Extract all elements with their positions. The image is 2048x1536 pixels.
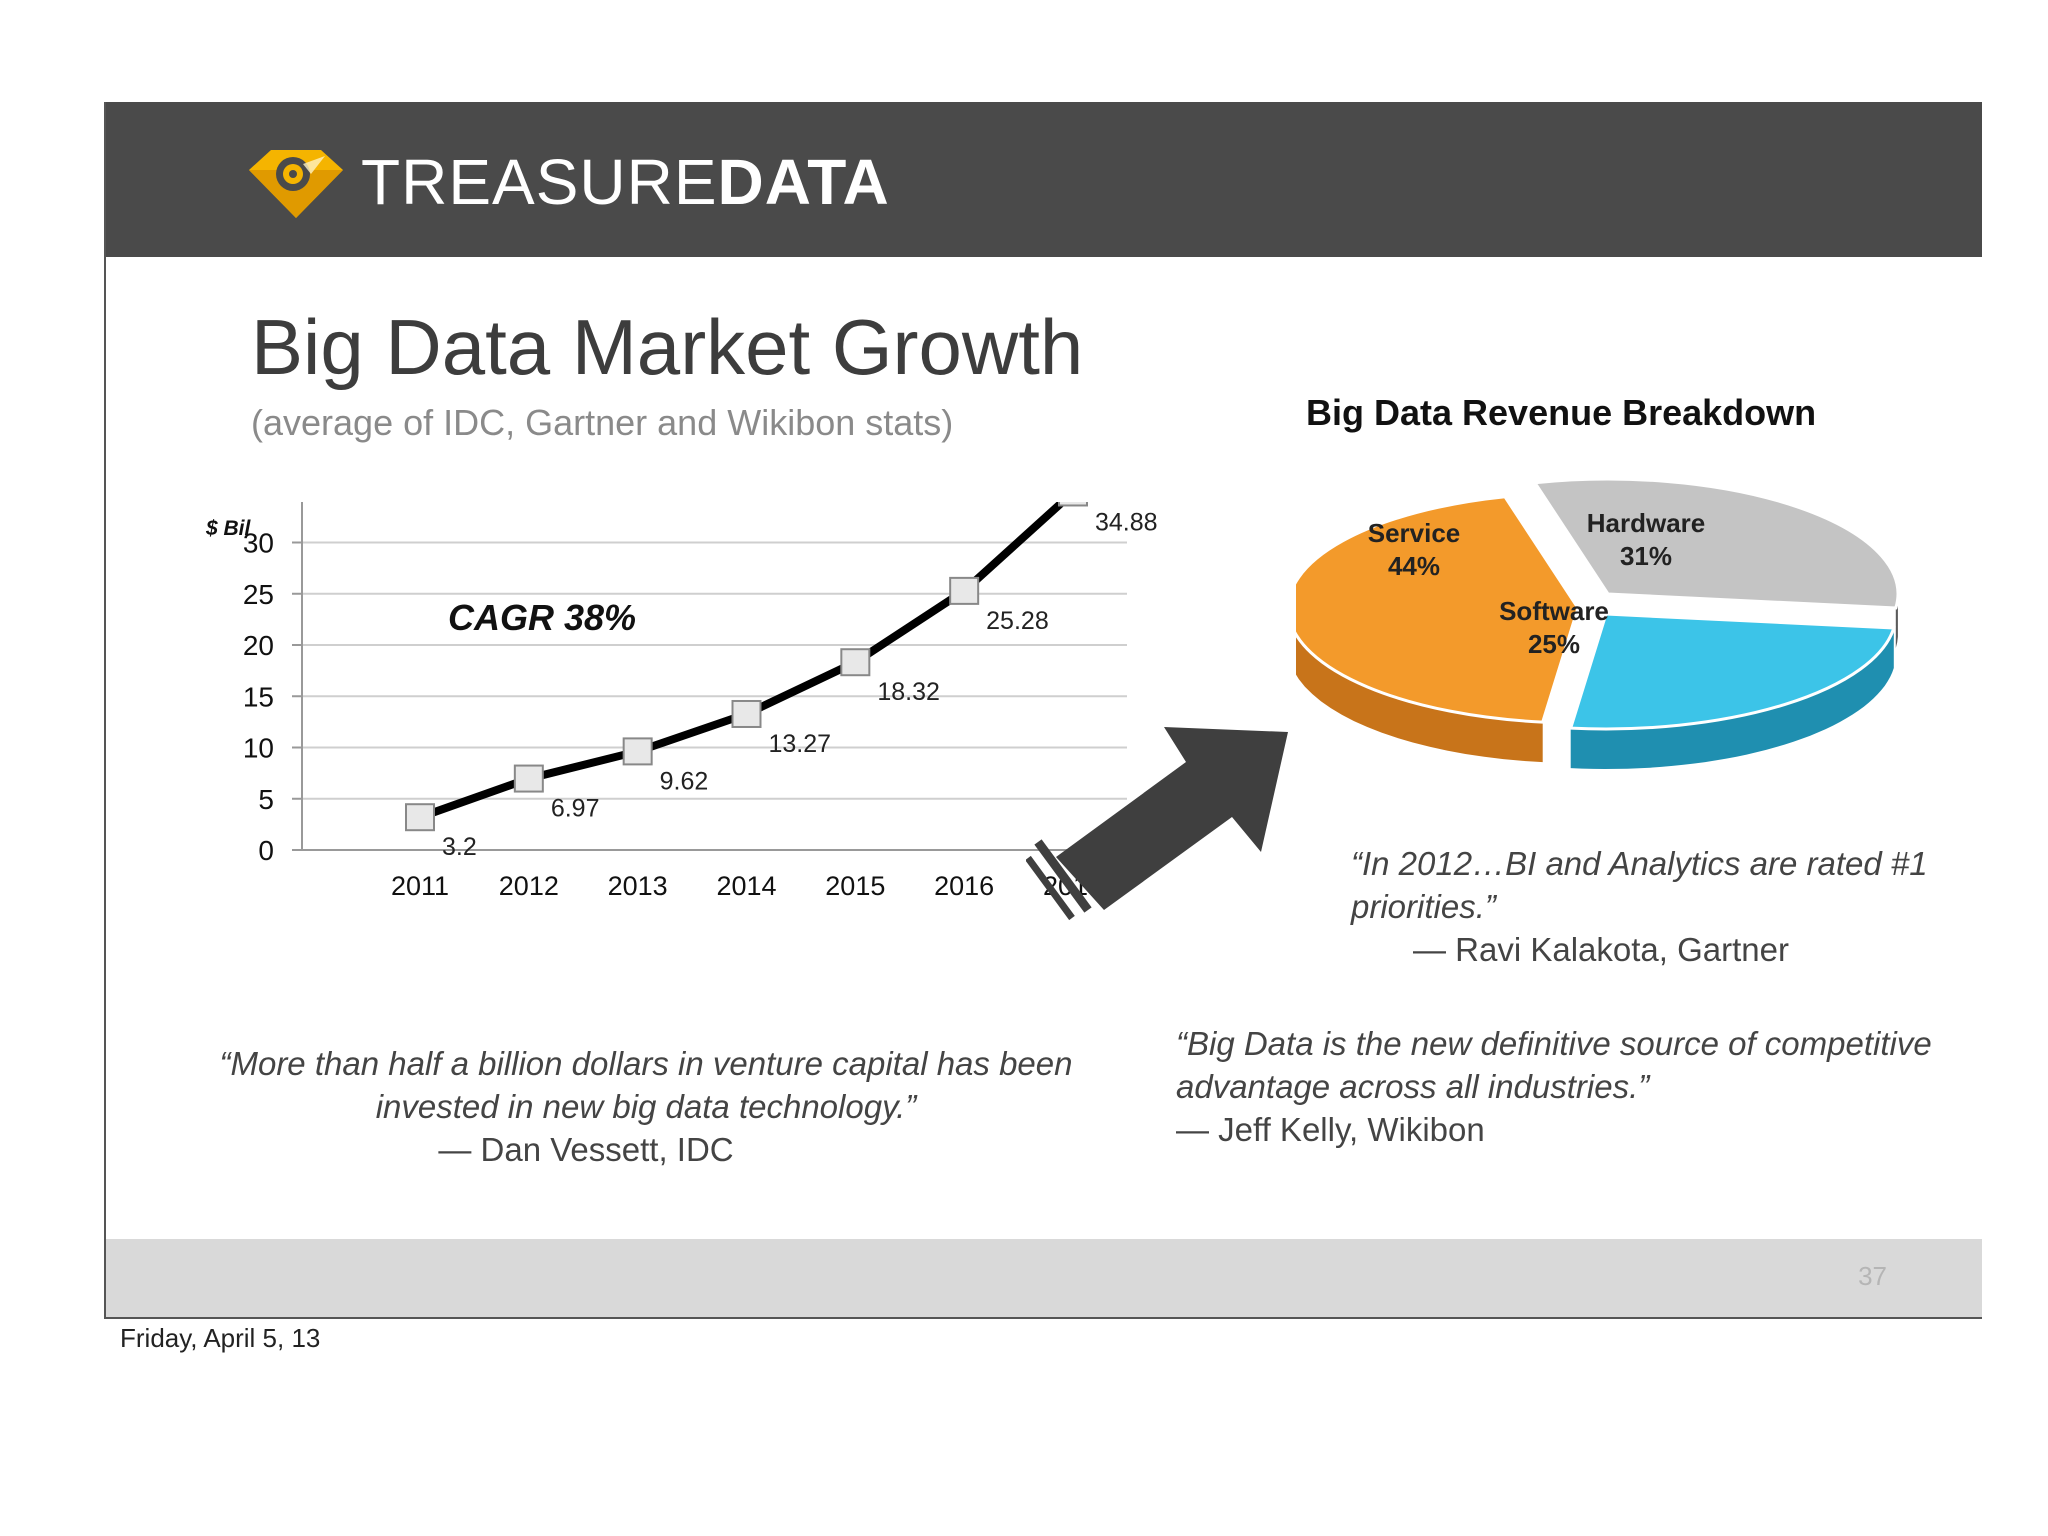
brand-light: TREASURE: [361, 146, 718, 218]
date-label: Friday, April 5, 13: [120, 1323, 321, 1353]
pie-title: Big Data Revenue Breakdown: [1306, 392, 1817, 433]
pie-side-software: [1570, 628, 1894, 769]
data-label: 13.27: [769, 730, 832, 758]
quote-text: “In 2012…BI and Analytics are rated #1 p…: [1351, 845, 1928, 925]
data-label: 3.2: [442, 833, 477, 861]
treasure-gem-icon: [249, 150, 343, 218]
arrow-right-icon: [1026, 727, 1288, 921]
chart-gridlines: [292, 502, 1127, 851]
chart-x-ticks: 2011201220132014201520162017: [391, 871, 1103, 901]
pie-sides: [1296, 596, 1898, 769]
slide: TREASUREDATA Big Data Market Growth (ave…: [104, 102, 1982, 1319]
data-label: 18.32: [877, 678, 940, 706]
series-data-labels: 3.2 6.97 9.62 13.27 18.32 25.28 34.88: [442, 508, 1158, 861]
quote-vessett: “More than half a billion dollars in ven…: [196, 1042, 1096, 1171]
data-label: 34.88: [1095, 508, 1158, 536]
pie-slice-label: Software: [1499, 596, 1609, 626]
data-point: [840, 648, 871, 677]
page-title: Big Data Market Growth: [251, 303, 1084, 391]
data-point: [731, 699, 762, 728]
y-tick-label: 0: [258, 835, 274, 866]
data-point: [1058, 502, 1088, 507]
pie-slice-value: 25%: [1528, 629, 1580, 659]
pie-slice-hardware: [1532, 477, 1900, 610]
quote-author: — Ravi Kalakota, Gartner: [1413, 931, 1789, 968]
y-tick-label: 30: [243, 528, 274, 559]
pie-slice-label: Service: [1368, 518, 1461, 548]
data-label: 25.28: [986, 607, 1049, 635]
cagr-annotation: CAGR 38%: [448, 597, 636, 638]
pie-slice-software: [1568, 612, 1896, 731]
quote-kalakota: “In 2012…BI and Analytics are rated #1 p…: [1351, 842, 1951, 971]
header-bar: TREASUREDATA: [106, 102, 1982, 257]
chart-y-axis-label: $ Bil: [205, 517, 252, 540]
y-tick-label: 25: [243, 579, 274, 610]
quote-kelly: “Big Data is the new definitive source o…: [1176, 1022, 1976, 1151]
quote-text: “Big Data is the new definitive source o…: [1176, 1025, 1932, 1105]
pie-slice-value: 44%: [1388, 551, 1440, 581]
data-point: [622, 737, 653, 766]
page-subtitle: (average of IDC, Gartner and Wikibon sta…: [251, 402, 954, 443]
data-point: [949, 576, 980, 605]
quote-author: — Dan Vessett, IDC: [438, 1131, 734, 1168]
series-points: [405, 502, 1088, 832]
x-tick-label: 2011: [391, 871, 449, 901]
x-tick-label: 2015: [825, 871, 885, 901]
brand-bold: DATA: [717, 146, 890, 218]
pie-slice-label: Hardware: [1587, 508, 1706, 538]
y-tick-label: 20: [243, 630, 274, 661]
footer-bar: 37: [106, 1239, 1982, 1317]
x-tick-label: 2012: [499, 871, 559, 901]
quote-author: — Jeff Kelly, Wikibon: [1176, 1111, 1485, 1148]
data-label: 9.62: [660, 767, 709, 795]
pie-side-hardware: [1895, 596, 1898, 648]
data-point: [405, 803, 435, 832]
data-label: 6.97: [551, 795, 600, 823]
x-tick-label: 2016: [934, 871, 994, 901]
y-tick-label: 15: [243, 681, 274, 712]
pie-slices: [1296, 477, 1900, 731]
y-tick-label: 35: [243, 502, 274, 507]
x-tick-label: 2014: [716, 871, 776, 901]
page-number: 37: [1858, 1261, 1887, 1291]
x-tick-label: 2013: [608, 871, 668, 901]
pie-slice-service: [1296, 495, 1580, 724]
pie-slice-value: 31%: [1620, 541, 1672, 571]
quote-text: “More than half a billion dollars in ven…: [219, 1045, 1073, 1125]
pie-side-service: [1296, 634, 1543, 763]
y-tick-label: 10: [243, 733, 274, 764]
chart-y-ticks: 0510152025303540: [243, 502, 274, 866]
y-tick-label: 5: [258, 784, 274, 815]
data-point: [513, 764, 544, 793]
brand-logo-text: TREASUREDATA: [361, 150, 890, 214]
